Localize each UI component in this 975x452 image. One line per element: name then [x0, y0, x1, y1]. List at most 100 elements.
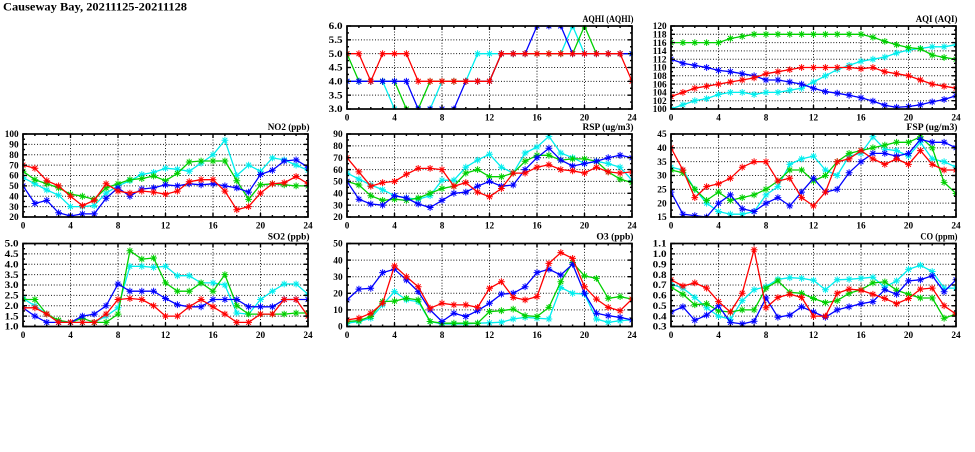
svg-text:80: 80 [9, 150, 18, 161]
svg-text:CO (ppm): CO (ppm) [920, 232, 957, 243]
svg-text:20: 20 [9, 212, 18, 223]
svg-text:AQHI (AQHI): AQHI (AQHI) [583, 14, 634, 25]
svg-text:0.5: 0.5 [653, 301, 667, 312]
svg-text:8: 8 [116, 221, 121, 232]
svg-text:16: 16 [208, 221, 217, 232]
svg-text:4: 4 [68, 221, 73, 232]
svg-text:30: 30 [333, 200, 342, 211]
svg-text:118: 118 [653, 30, 667, 41]
svg-text:40: 40 [657, 143, 666, 154]
svg-text:0: 0 [21, 330, 26, 341]
svg-text:3.5: 3.5 [329, 90, 343, 101]
svg-text:35: 35 [657, 157, 666, 168]
svg-text:20: 20 [904, 330, 913, 341]
svg-text:20: 20 [256, 330, 265, 341]
svg-text:24: 24 [303, 221, 312, 232]
svg-text:8: 8 [440, 221, 445, 232]
svg-text:0.6: 0.6 [653, 291, 667, 302]
svg-text:60: 60 [9, 171, 18, 182]
svg-text:3.5: 3.5 [5, 270, 19, 281]
svg-text:20: 20 [904, 113, 913, 124]
svg-text:4: 4 [716, 330, 721, 341]
svg-text:102: 102 [653, 96, 667, 107]
svg-text:120: 120 [653, 21, 667, 32]
svg-text:3.0: 3.0 [329, 104, 343, 115]
svg-text:4: 4 [716, 113, 721, 124]
svg-text:NO2 (ppb): NO2 (ppb) [268, 122, 310, 133]
svg-text:0: 0 [669, 113, 674, 124]
svg-text:0: 0 [345, 221, 350, 232]
svg-text:4.5: 4.5 [329, 63, 343, 74]
svg-text:24: 24 [951, 330, 960, 341]
svg-text:4.0: 4.0 [5, 259, 19, 270]
svg-text:0.7: 0.7 [653, 280, 667, 291]
svg-text:116: 116 [653, 38, 667, 49]
svg-text:108: 108 [653, 71, 667, 82]
svg-text:40: 40 [333, 255, 342, 266]
svg-text:12: 12 [485, 330, 494, 341]
svg-text:16: 16 [532, 221, 541, 232]
svg-text:8: 8 [440, 113, 445, 124]
svg-text:16: 16 [532, 330, 541, 341]
svg-text:16: 16 [532, 113, 541, 124]
svg-text:SO2 (ppb): SO2 (ppb) [268, 232, 310, 243]
svg-text:8: 8 [764, 330, 769, 341]
svg-text:20: 20 [333, 289, 342, 300]
svg-text:0: 0 [21, 221, 26, 232]
svg-text:RSP (ug/m3): RSP (ug/m3) [583, 122, 634, 133]
svg-text:20: 20 [580, 221, 589, 232]
svg-text:12: 12 [485, 113, 494, 124]
svg-text:0.9: 0.9 [653, 259, 667, 270]
svg-text:12: 12 [161, 221, 170, 232]
svg-text:114: 114 [653, 46, 667, 57]
svg-text:90: 90 [9, 140, 18, 151]
svg-text:15: 15 [657, 212, 666, 223]
svg-text:45: 45 [657, 129, 666, 140]
svg-text:5.5: 5.5 [329, 35, 343, 46]
svg-text:20: 20 [580, 113, 589, 124]
svg-text:16: 16 [856, 113, 865, 124]
svg-text:2.0: 2.0 [5, 301, 19, 312]
svg-text:5.0: 5.0 [329, 49, 343, 60]
svg-text:25: 25 [657, 185, 666, 196]
svg-text:1.0: 1.0 [653, 249, 667, 260]
svg-text:4: 4 [392, 113, 397, 124]
svg-text:2.5: 2.5 [5, 291, 19, 302]
svg-text:0.3: 0.3 [653, 322, 667, 333]
svg-text:90: 90 [333, 129, 342, 140]
svg-text:24: 24 [951, 221, 960, 232]
svg-text:Causeway Bay, 20211125-2021112: Causeway Bay, 20211125-20211128 [3, 0, 187, 14]
svg-text:12: 12 [809, 113, 818, 124]
svg-text:106: 106 [653, 79, 667, 90]
svg-text:20: 20 [256, 221, 265, 232]
svg-text:50: 50 [9, 181, 18, 192]
svg-text:12: 12 [161, 330, 170, 341]
svg-text:20: 20 [333, 212, 342, 223]
svg-text:5.0: 5.0 [5, 239, 19, 250]
svg-text:AQI (AQI): AQI (AQI) [916, 14, 958, 25]
svg-text:100: 100 [5, 129, 19, 140]
svg-text:104: 104 [653, 88, 667, 99]
svg-text:0.4: 0.4 [653, 311, 667, 322]
svg-text:80: 80 [333, 141, 342, 152]
svg-text:16: 16 [856, 221, 865, 232]
svg-text:12: 12 [809, 221, 818, 232]
svg-text:0: 0 [345, 113, 350, 124]
svg-text:8: 8 [764, 113, 769, 124]
svg-text:12: 12 [809, 330, 818, 341]
svg-text:50: 50 [333, 239, 342, 250]
svg-text:20: 20 [657, 198, 666, 209]
svg-text:0: 0 [345, 330, 350, 341]
svg-text:12: 12 [485, 221, 494, 232]
svg-text:110: 110 [653, 63, 667, 74]
svg-text:10: 10 [333, 305, 342, 316]
svg-text:8: 8 [116, 330, 121, 341]
svg-text:70: 70 [9, 160, 18, 171]
svg-text:112: 112 [653, 54, 667, 65]
svg-text:1.1: 1.1 [653, 239, 667, 250]
svg-text:24: 24 [951, 113, 960, 124]
svg-text:16: 16 [856, 330, 865, 341]
svg-text:0.8: 0.8 [653, 270, 667, 281]
svg-text:20: 20 [904, 221, 913, 232]
svg-text:FSP (ug/m3): FSP (ug/m3) [907, 122, 958, 133]
